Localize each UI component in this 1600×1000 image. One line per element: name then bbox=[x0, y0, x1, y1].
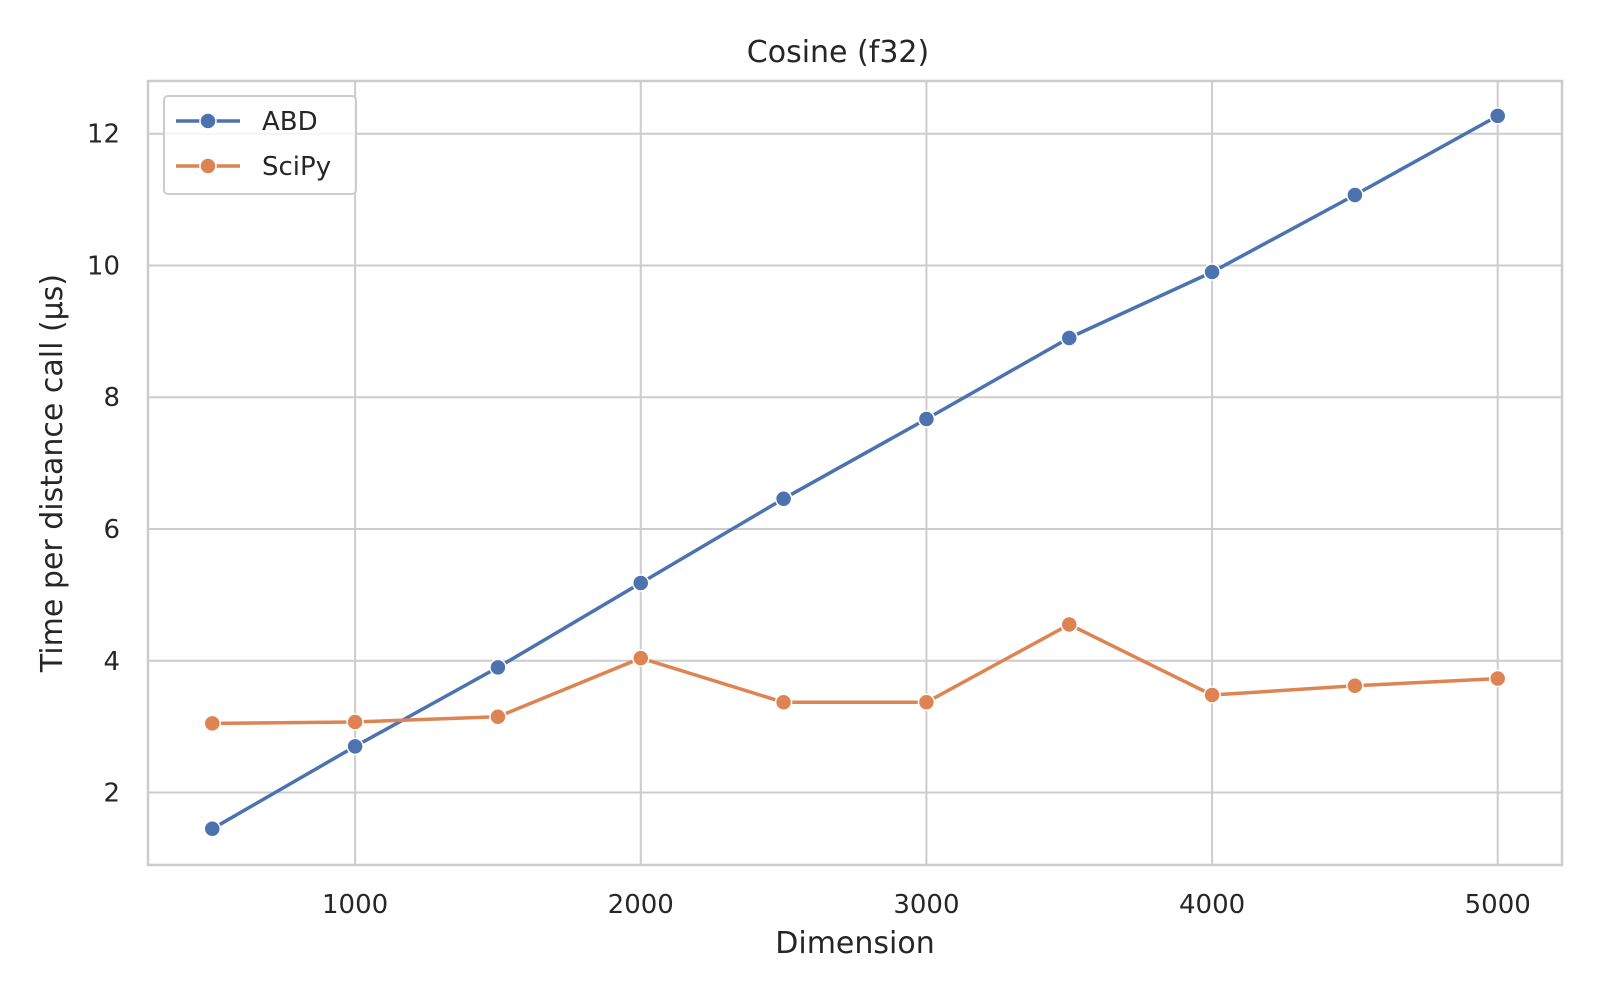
series-abd bbox=[203, 107, 1507, 838]
legend-item: ABD bbox=[176, 107, 318, 137]
plot-frame bbox=[146, 79, 1564, 867]
series-line bbox=[211, 114, 1499, 831]
y-tick-label: 2 bbox=[103, 779, 120, 809]
data-point bbox=[203, 820, 222, 838]
x-axis-label: Dimension bbox=[775, 926, 934, 961]
x-tick-label: 3000 bbox=[893, 890, 959, 920]
legend-marker bbox=[199, 112, 217, 130]
y-tick-label: 6 bbox=[103, 515, 120, 545]
y-tick-label: 4 bbox=[103, 647, 120, 677]
data-point bbox=[1060, 329, 1078, 347]
x-tick-labels: 1000 2000 3000 4000 5000 bbox=[322, 890, 1531, 920]
x-tick-label: 1000 bbox=[322, 890, 388, 920]
data-point bbox=[489, 658, 507, 677]
data-point bbox=[917, 410, 936, 428]
data-point bbox=[917, 693, 936, 712]
data-point bbox=[1060, 615, 1078, 634]
data-point bbox=[632, 649, 650, 667]
series-scipy bbox=[203, 615, 1507, 733]
grid bbox=[148, 81, 1562, 865]
data-point bbox=[1346, 677, 1364, 695]
chart-title: Cosine (f32) bbox=[747, 35, 929, 70]
data-point bbox=[1488, 669, 1507, 688]
y-tick-label: 12 bbox=[87, 120, 120, 150]
data-point bbox=[346, 713, 364, 731]
y-tick-label: 8 bbox=[103, 383, 120, 413]
data-point bbox=[346, 737, 364, 756]
legend-marker bbox=[199, 157, 217, 175]
data-point bbox=[1488, 107, 1507, 125]
data-point bbox=[203, 714, 222, 733]
y-axis-label: Time per distance call (µs) bbox=[35, 274, 70, 673]
data-point bbox=[1203, 686, 1221, 704]
data-point bbox=[489, 708, 507, 726]
legend: ABD SciPy bbox=[163, 95, 357, 195]
legend-item: SciPy bbox=[176, 152, 331, 182]
y-tick-label: 10 bbox=[87, 251, 120, 281]
data-point bbox=[632, 574, 650, 592]
y-tick-labels: 2 4 6 8 10 12 bbox=[87, 120, 120, 809]
x-tick-label: 4000 bbox=[1179, 890, 1245, 920]
series-line bbox=[212, 622, 1498, 726]
x-tick-label: 5000 bbox=[1465, 890, 1531, 920]
series-group bbox=[203, 107, 1507, 838]
data-point bbox=[1203, 263, 1221, 281]
legend-label: ABD bbox=[262, 107, 318, 137]
x-tick-label: 2000 bbox=[608, 890, 674, 920]
data-point bbox=[774, 489, 793, 508]
legend-label: SciPy bbox=[262, 152, 331, 182]
data-point bbox=[774, 693, 793, 712]
data-point bbox=[1346, 186, 1364, 204]
